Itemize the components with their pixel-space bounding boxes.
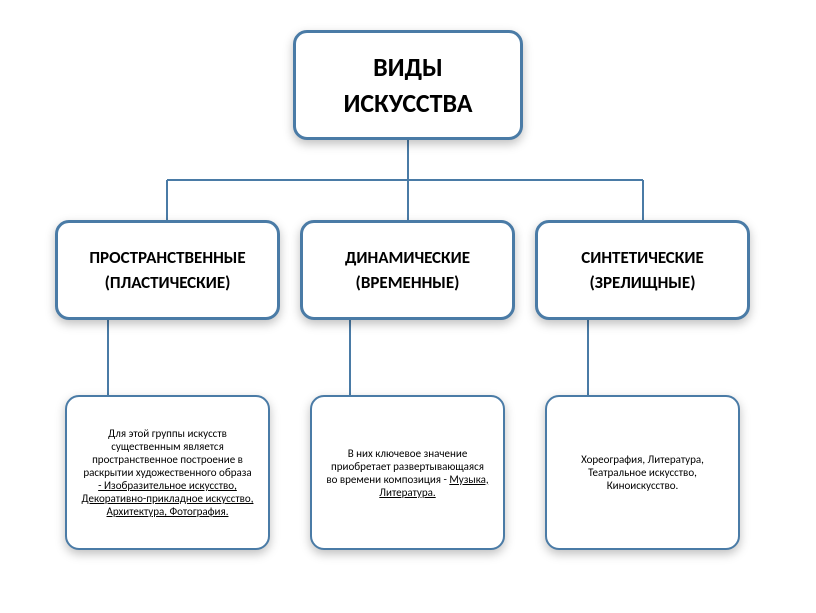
leaf-synthetic-plain: Хореография, Литература, Театральное иск… <box>581 453 704 492</box>
root-line1: ВИДЫ <box>373 51 443 83</box>
leaf-spatial-underlined: - Изобразительное искусство, Декоративно… <box>82 479 254 518</box>
leaf-spatial-text: Для этой группы искусств существенным яв… <box>81 427 254 518</box>
child-dynamic-line1: ДИНАМИЧЕСКИЕ <box>345 247 470 268</box>
leaf-synthetic-text: Хореография, Литература, Театральное иск… <box>561 453 724 492</box>
child-dynamic: ДИНАМИЧЕСКИЕ (ВРЕМЕННЫЕ) <box>300 220 515 320</box>
child-synthetic-line1: СИНТЕТИЧЕСКИЕ <box>581 247 704 268</box>
root-line2: ИСКУССТВА <box>343 87 472 119</box>
child-spatial-line1: ПРОСТРАНСТВЕННЫЕ <box>89 247 245 268</box>
child-spatial: ПРОСТРАНСТВЕННЫЕ (ПЛАСТИЧЕСКИЕ) <box>55 220 280 320</box>
leaf-spatial: Для этой группы искусств существенным яв… <box>65 395 270 550</box>
leaf-dynamic: В них ключевое значение приобретает разв… <box>310 395 505 550</box>
leaf-spatial-plain: Для этой группы искусств существенным яв… <box>83 427 251 479</box>
leaf-synthetic: Хореография, Литература, Театральное иск… <box>545 395 740 550</box>
child-dynamic-line2: (ВРЕМЕННЫЕ) <box>356 272 460 293</box>
child-synthetic-line2: (ЗРЕЛИЩНЫЕ) <box>589 272 695 293</box>
child-spatial-line2: (ПЛАСТИЧЕСКИЕ) <box>105 272 231 293</box>
leaf-dynamic-text: В них ключевое значение приобретает разв… <box>326 447 489 499</box>
root-node: ВИДЫ ИСКУССТВА <box>293 30 523 140</box>
child-synthetic: СИНТЕТИЧЕСКИЕ (ЗРЕЛИЩНЫЕ) <box>535 220 750 320</box>
